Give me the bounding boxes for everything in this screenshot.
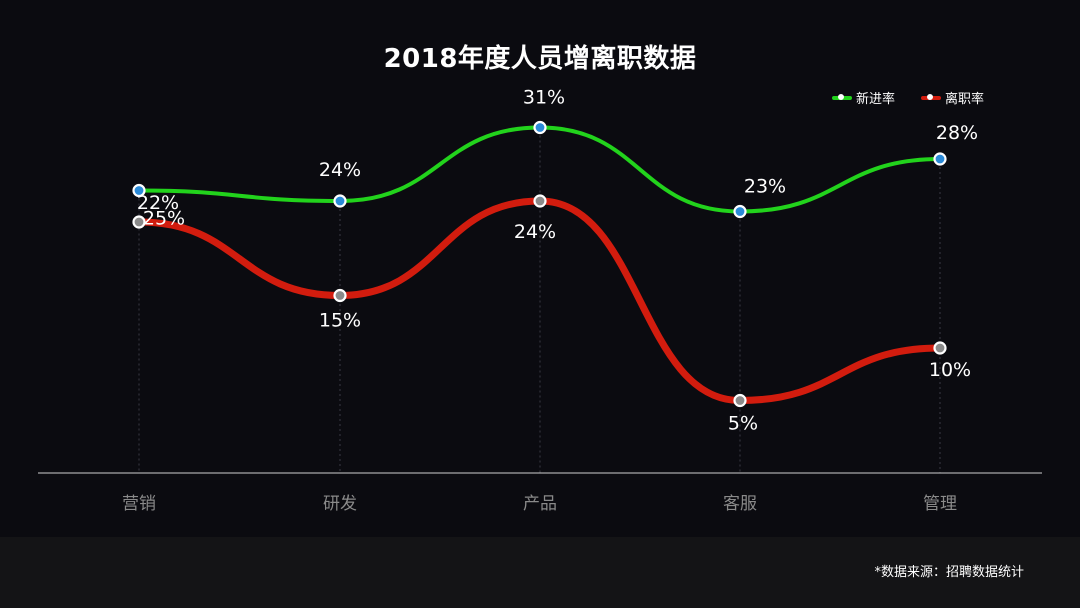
data-point-new-hire-rate — [933, 152, 947, 166]
data-point-attrition-rate — [533, 194, 547, 208]
legend-label-new-hire-rate: 新进率 — [856, 92, 896, 107]
x-tick-label: 产品 — [523, 494, 557, 514]
data-point-new-hire-rate — [533, 120, 547, 135]
data-point-attrition-rate — [733, 393, 747, 408]
data-label-new-hire-rate: 28% — [936, 122, 978, 144]
data-point-new-hire-rate — [132, 183, 146, 198]
data-point-new-hire-rate — [733, 204, 747, 219]
data-label-new-hire-rate: 24% — [319, 159, 361, 181]
data-point-attrition-rate — [933, 341, 947, 355]
data-label-attrition-rate: 10% — [929, 359, 971, 381]
chart-title: 2018年度人员增离职数据 — [383, 44, 697, 74]
data-label-new-hire-rate: 31% — [523, 87, 565, 109]
legend-swatch-attrition-rate — [921, 93, 942, 100]
x-tick-label: 营销 — [122, 494, 156, 514]
legend-item-new-hire-rate: 新进率 — [832, 88, 895, 107]
legend: 新进率 离职率 — [832, 88, 984, 107]
legend-label-attrition-rate: 离职率 — [945, 92, 985, 107]
legend-item-attrition-rate: 离职率 — [921, 88, 984, 107]
data-label-attrition-rate: 15% — [319, 310, 361, 332]
data-point-new-hire-rate — [333, 194, 347, 208]
footer-band — [0, 537, 1080, 608]
data-label-new-hire-rate: 25% — [143, 208, 185, 230]
data-point-attrition-rate — [333, 288, 347, 303]
data-label-attrition-rate: 22% — [137, 192, 179, 214]
x-tick-label: 客服 — [723, 494, 757, 514]
x-tick-label: 管理 — [923, 494, 957, 514]
data-point-attrition-rate — [132, 215, 146, 229]
legend-swatch-new-hire-rate — [832, 93, 852, 100]
x-tick-label: 研发 — [323, 494, 357, 514]
data-label-attrition-rate: 24% — [514, 221, 556, 243]
category-guide-lines — [138, 135, 941, 473]
data-source-note: *数据来源：招聘数据统计 — [874, 565, 1024, 580]
data-label-new-hire-rate: 23% — [744, 176, 786, 198]
line-chart: 营销 研发 产品 客服 管理 25% 24% 31% 23% 28% 22% 15% 24% 5% 10% — [38, 87, 1042, 514]
data-label-attrition-rate: 5% — [728, 413, 758, 435]
